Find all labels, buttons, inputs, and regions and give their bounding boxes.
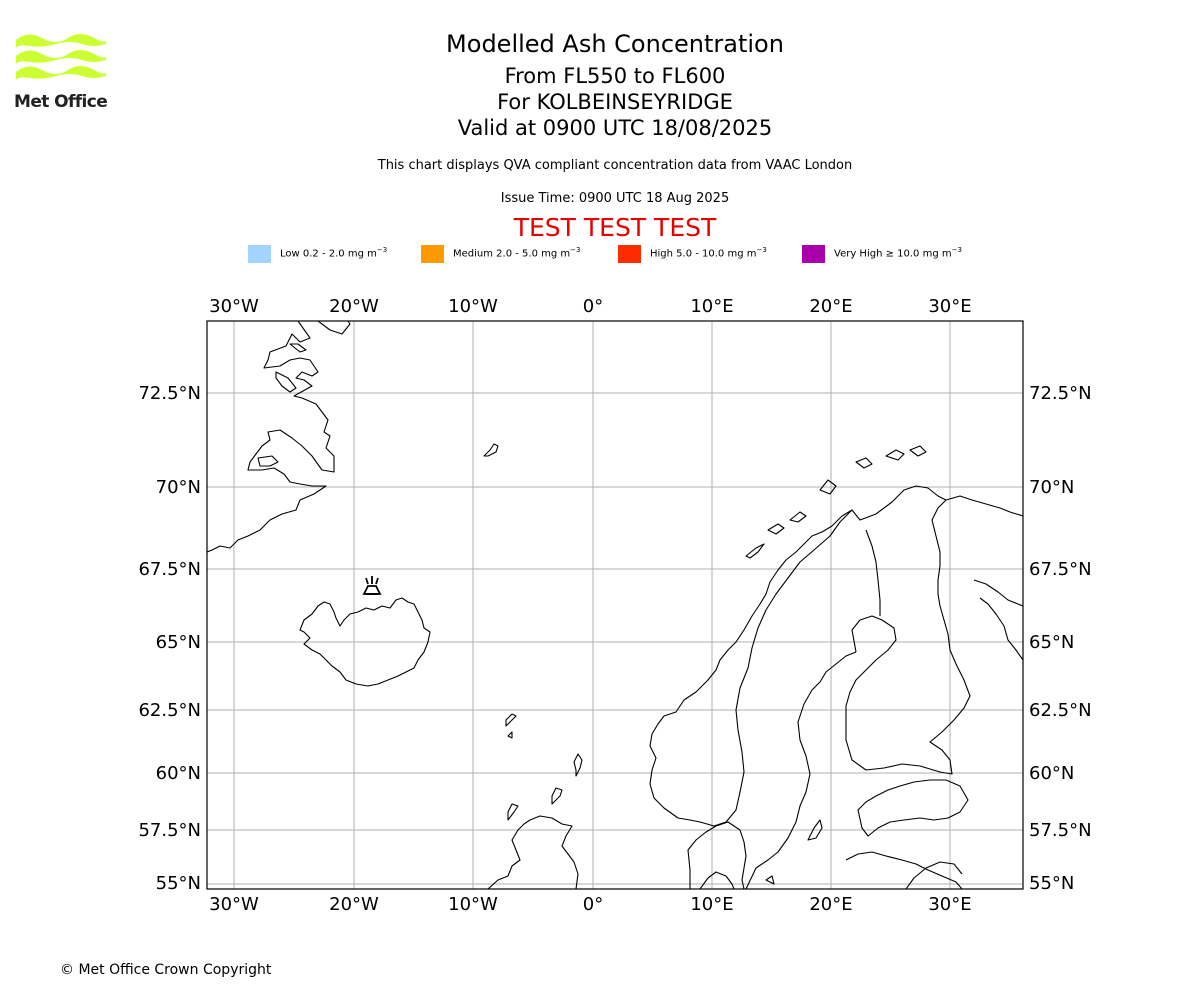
location-name: For KOLBEINSEYRIDGE bbox=[497, 90, 733, 114]
chart-title: Modelled Ash Concentration bbox=[446, 30, 784, 58]
latitude-label: 65°N bbox=[1029, 632, 1074, 653]
longitude-label: 20°W bbox=[329, 894, 379, 915]
latitude-label: 55°N bbox=[1029, 873, 1074, 894]
legend-swatch-medium bbox=[421, 245, 444, 263]
legend-swatch-high bbox=[618, 245, 641, 263]
legend-exponent: −3 bbox=[570, 246, 581, 254]
latitude-label: 67.5°N bbox=[1029, 559, 1092, 580]
legend-swatch-low bbox=[248, 245, 271, 263]
latitude-label: 62.5°N bbox=[138, 700, 201, 721]
longitude-label: 30°E bbox=[928, 894, 971, 915]
latitude-labels-right: 72.5°N 70°N 67.5°N 65°N 62.5°N 60°N 57.5… bbox=[1029, 383, 1092, 894]
legend-label-medium: Medium 2.0 - 5.0 mg m bbox=[453, 248, 571, 260]
legend-label-high: High 5.0 - 10.0 mg m bbox=[650, 248, 757, 260]
legend-exponent: −3 bbox=[376, 246, 388, 254]
valid-time: Valid at 0900 UTC 18/08/2025 bbox=[457, 116, 773, 140]
latitude-label: 62.5°N bbox=[1029, 700, 1092, 721]
met-office-logo bbox=[16, 34, 107, 80]
longitude-label: 0° bbox=[583, 296, 603, 317]
latitude-label: 72.5°N bbox=[138, 383, 201, 404]
logo-text: Met Office bbox=[14, 92, 108, 112]
flight-level-range: From FL550 to FL600 bbox=[504, 64, 726, 88]
latitude-labels-left: 72.5°N 70°N 67.5°N 65°N 62.5°N 60°N 57.5… bbox=[138, 383, 201, 894]
copyright-notice: © Met Office Crown Copyright bbox=[60, 962, 272, 978]
longitude-label: 20°W bbox=[329, 296, 379, 317]
legend-exponent: −3 bbox=[951, 246, 962, 254]
map-gridlines bbox=[207, 321, 1023, 889]
greenland-coastline bbox=[207, 321, 335, 553]
latitude-label: 57.5°N bbox=[1029, 820, 1092, 841]
longitude-labels-bottom: 30°W 20°W 10°W 0° 10°E 20°E 30°E bbox=[209, 894, 971, 915]
legend-exponent: −3 bbox=[756, 246, 767, 254]
longitude-label: 20°E bbox=[809, 894, 852, 915]
latitude-label: 65°N bbox=[156, 632, 201, 653]
baltic-coastline bbox=[857, 779, 969, 837]
latitude-label: 70°N bbox=[1029, 477, 1074, 498]
russia-coastline bbox=[973, 579, 1023, 607]
jan-mayen-coastline bbox=[483, 443, 499, 457]
legend-label-low: Low 0.2 - 2.0 mg m bbox=[280, 248, 377, 260]
latitude-label: 60°N bbox=[156, 763, 201, 784]
legend-label-very-high: Very High ≥ 10.0 mg m bbox=[834, 248, 952, 260]
issue-time: Issue Time: 0900 UTC 18 Aug 2025 bbox=[500, 191, 730, 206]
latitude-label: 70°N bbox=[156, 477, 201, 498]
longitude-label: 30°E bbox=[928, 296, 971, 317]
longitude-label: 30°W bbox=[209, 296, 259, 317]
longitude-label: 30°W bbox=[209, 894, 259, 915]
longitude-label: 10°E bbox=[690, 894, 733, 915]
longitude-labels-top: 30°W 20°W 10°W 0° 10°E 20°E 30°E bbox=[209, 296, 971, 317]
longitude-label: 10°W bbox=[448, 894, 498, 915]
latitude-label: 57.5°N bbox=[138, 820, 201, 841]
legend-swatch-very-high bbox=[802, 245, 825, 263]
finland-coastline bbox=[845, 499, 971, 775]
latitude-label: 72.5°N bbox=[1029, 383, 1092, 404]
latitude-label: 67.5°N bbox=[138, 559, 201, 580]
longitude-label: 0° bbox=[583, 894, 603, 915]
latitude-label: 55°N bbox=[156, 873, 201, 894]
longitude-label: 20°E bbox=[809, 296, 852, 317]
map-frame bbox=[206, 320, 1024, 890]
volcano-marker bbox=[362, 576, 382, 595]
test-banner: TEST TEST TEST bbox=[513, 213, 717, 242]
longitude-label: 10°W bbox=[448, 296, 498, 317]
iceland-coastline bbox=[299, 597, 431, 687]
uk-coastline bbox=[487, 815, 579, 889]
latitude-label: 60°N bbox=[1029, 763, 1074, 784]
scandinavia-coastline bbox=[687, 821, 747, 889]
compliance-note: This chart displays QVA compliant concen… bbox=[377, 158, 853, 173]
longitude-label: 10°E bbox=[690, 296, 733, 317]
